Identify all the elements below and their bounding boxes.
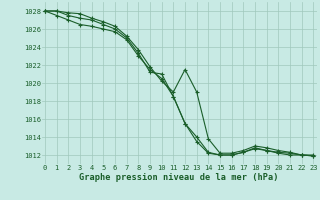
X-axis label: Graphe pression niveau de la mer (hPa): Graphe pression niveau de la mer (hPa)	[79, 173, 279, 182]
